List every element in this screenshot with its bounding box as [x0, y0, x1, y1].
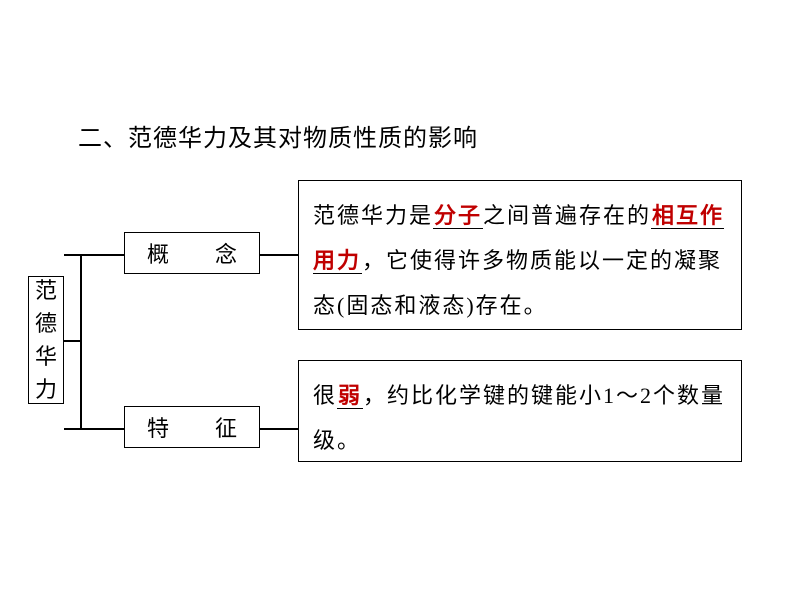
- branch-label-feature: 特 征: [124, 406, 260, 448]
- root-char-0: 范: [35, 274, 57, 307]
- body-text: 很: [313, 383, 337, 408]
- connector-line: [64, 254, 124, 256]
- branch-label-1-text: 特 征: [147, 411, 249, 443]
- root-char-1: 德: [35, 307, 57, 340]
- connector-line: [64, 428, 124, 430]
- highlight-text: 分子: [433, 203, 483, 229]
- body-text: 范德华力是: [313, 203, 433, 228]
- branch-content-feature: 很弱，约比化学键的键能小1～2个数量级。: [298, 360, 742, 462]
- branch-label-0-text: 概 念: [147, 237, 249, 269]
- branch-label-concept: 概 念: [124, 232, 260, 274]
- highlight-text: 弱: [337, 383, 363, 409]
- connector-line: [80, 254, 82, 430]
- connector-line: [260, 254, 298, 256]
- connector-line: [64, 340, 80, 342]
- connector-line: [260, 428, 298, 430]
- root-concept-box: 范 德 华 力: [28, 276, 64, 404]
- body-text: 之间普遍存在的: [483, 203, 651, 228]
- body-text: ，它使得许多物质能以一定的凝聚态(固态和液态)存在。: [313, 248, 722, 318]
- section-title: 二、范德华力及其对物质性质的影响: [78, 118, 478, 153]
- branch-content-concept: 范德华力是分子之间普遍存在的相互作用力，它使得许多物质能以一定的凝聚态(固态和液…: [298, 180, 742, 330]
- root-char-2: 华: [35, 340, 57, 373]
- body-text: ，约比化学键的键能小1～2个数量级。: [313, 383, 725, 453]
- root-char-3: 力: [35, 373, 57, 406]
